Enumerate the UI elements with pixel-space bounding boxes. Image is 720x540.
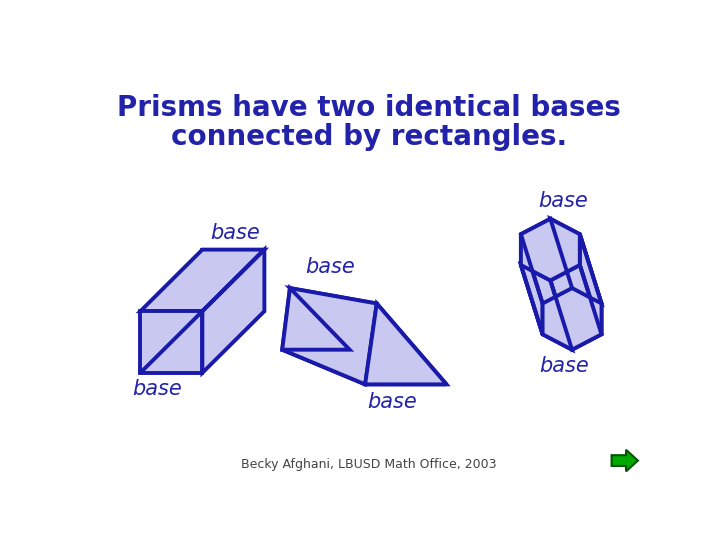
Text: base: base bbox=[538, 191, 588, 211]
Polygon shape bbox=[202, 249, 264, 311]
Text: base: base bbox=[539, 356, 589, 376]
Polygon shape bbox=[282, 350, 446, 384]
Polygon shape bbox=[365, 303, 446, 384]
Text: base: base bbox=[367, 392, 417, 412]
Polygon shape bbox=[521, 265, 572, 350]
Text: base: base bbox=[305, 256, 355, 276]
Polygon shape bbox=[521, 219, 580, 280]
Polygon shape bbox=[202, 249, 264, 373]
Polygon shape bbox=[543, 288, 601, 350]
Polygon shape bbox=[521, 219, 572, 303]
Text: base: base bbox=[132, 379, 182, 399]
Text: base: base bbox=[210, 224, 260, 244]
Text: Becky Afghani, LBUSD Math Office, 2003: Becky Afghani, LBUSD Math Office, 2003 bbox=[241, 458, 497, 471]
Polygon shape bbox=[521, 234, 543, 334]
Polygon shape bbox=[550, 265, 601, 350]
Text: Prisms have two identical bases: Prisms have two identical bases bbox=[117, 94, 621, 122]
Polygon shape bbox=[290, 288, 446, 384]
Polygon shape bbox=[140, 311, 202, 373]
Polygon shape bbox=[611, 450, 638, 471]
Polygon shape bbox=[140, 249, 264, 311]
Polygon shape bbox=[282, 288, 350, 350]
Polygon shape bbox=[580, 234, 601, 334]
Text: connected by rectangles.: connected by rectangles. bbox=[171, 123, 567, 151]
Polygon shape bbox=[550, 219, 601, 303]
Polygon shape bbox=[282, 288, 377, 384]
